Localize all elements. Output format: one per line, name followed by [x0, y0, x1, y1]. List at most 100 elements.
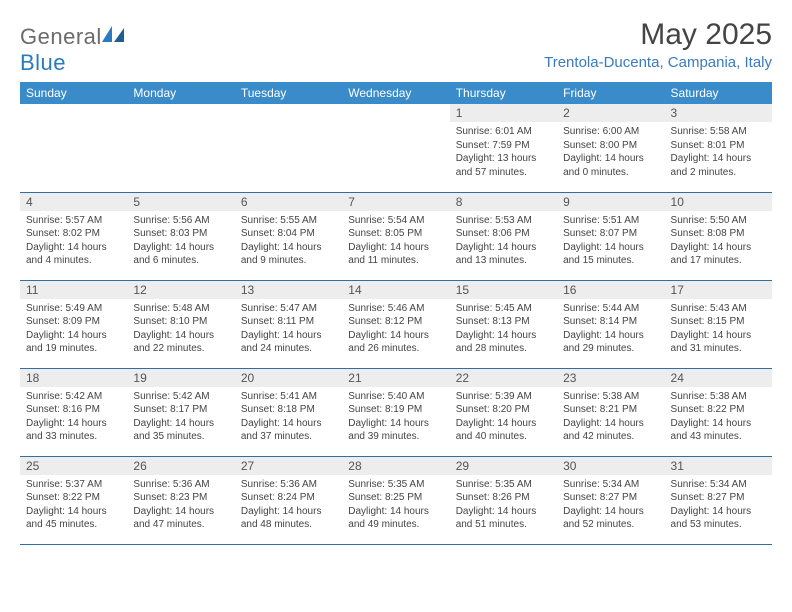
sunrise-line: Sunrise: 5:55 AM [241, 214, 336, 228]
logo-word-2: Blue [20, 50, 66, 75]
sunset-line: Sunset: 8:20 PM [456, 403, 551, 417]
calendar-day-cell: 19Sunrise: 5:42 AMSunset: 8:17 PMDayligh… [127, 368, 234, 456]
daylight-line: Daylight: 14 hours and 43 minutes. [671, 417, 766, 444]
logo-word-1: General [20, 24, 102, 49]
day-number: 26 [127, 457, 234, 475]
day-number: 23 [557, 369, 664, 387]
daylight-line: Daylight: 14 hours and 29 minutes. [563, 329, 658, 356]
calendar-day-cell: 21Sunrise: 5:40 AMSunset: 8:19 PMDayligh… [342, 368, 449, 456]
day-number: 20 [235, 369, 342, 387]
day-number: 9 [557, 193, 664, 211]
dow-sun: Sunday [20, 82, 127, 104]
day-number: 2 [557, 104, 664, 122]
calendar-day-cell: 3Sunrise: 5:58 AMSunset: 8:01 PMDaylight… [665, 104, 772, 192]
daylight-line: Daylight: 14 hours and 22 minutes. [133, 329, 228, 356]
day-content: Sunrise: 5:42 AMSunset: 8:17 PMDaylight:… [127, 387, 234, 450]
location-label: Trentola-Ducenta, Campania, Italy [544, 54, 772, 71]
day-number: 21 [342, 369, 449, 387]
sunrise-line: Sunrise: 5:45 AM [456, 302, 551, 316]
sunset-line: Sunset: 8:27 PM [671, 491, 766, 505]
calendar-day-cell [20, 104, 127, 192]
sunrise-line: Sunrise: 5:39 AM [456, 390, 551, 404]
sunrise-line: Sunrise: 5:53 AM [456, 214, 551, 228]
sunset-line: Sunset: 7:59 PM [456, 139, 551, 153]
calendar-day-cell: 2Sunrise: 6:00 AMSunset: 8:00 PMDaylight… [557, 104, 664, 192]
day-content: Sunrise: 5:34 AMSunset: 8:27 PMDaylight:… [557, 475, 664, 538]
calendar-day-cell: 7Sunrise: 5:54 AMSunset: 8:05 PMDaylight… [342, 192, 449, 280]
day-content: Sunrise: 5:39 AMSunset: 8:20 PMDaylight:… [450, 387, 557, 450]
day-number: 6 [235, 193, 342, 211]
sunset-line: Sunset: 8:06 PM [456, 227, 551, 241]
calendar-day-cell: 17Sunrise: 5:43 AMSunset: 8:15 PMDayligh… [665, 280, 772, 368]
sunset-line: Sunset: 8:25 PM [348, 491, 443, 505]
day-content: Sunrise: 5:55 AMSunset: 8:04 PMDaylight:… [235, 211, 342, 274]
daylight-line: Daylight: 14 hours and 6 minutes. [133, 241, 228, 268]
day-content: Sunrise: 5:49 AMSunset: 8:09 PMDaylight:… [20, 299, 127, 362]
sunrise-line: Sunrise: 5:35 AM [456, 478, 551, 492]
sunset-line: Sunset: 8:21 PM [563, 403, 658, 417]
calendar-week-row: 11Sunrise: 5:49 AMSunset: 8:09 PMDayligh… [20, 280, 772, 368]
calendar-day-cell: 29Sunrise: 5:35 AMSunset: 8:26 PMDayligh… [450, 456, 557, 544]
day-content: Sunrise: 5:54 AMSunset: 8:05 PMDaylight:… [342, 211, 449, 274]
dow-thu: Thursday [450, 82, 557, 104]
calendar-day-cell: 20 Sunrise: 5:41 AMSunset: 8:18 PMDayligh… [235, 368, 342, 456]
sunset-line: Sunset: 8:09 PM [26, 315, 121, 329]
day-content: Sunrise: 5:45 AMSunset: 8:13 PMDaylight:… [450, 299, 557, 362]
sunrise-line: Sunrise: 5:42 AM [133, 390, 228, 404]
day-content: Sunrise: 5:43 AMSunset: 8:15 PMDaylight:… [665, 299, 772, 362]
day-number: 1 [450, 104, 557, 122]
sunrise-line: Sunrise: 5:38 AM [563, 390, 658, 404]
daylight-line: Daylight: 14 hours and 48 minutes. [241, 505, 336, 532]
day-number: 4 [20, 193, 127, 211]
sunrise-line: Sunrise: 5:57 AM [26, 214, 121, 228]
daylight-line: Daylight: 14 hours and 37 minutes. [241, 417, 336, 444]
day-content: Sunrise: 5:36 AMSunset: 8:24 PMDaylight:… [235, 475, 342, 538]
sunset-line: Sunset: 8:24 PM [241, 491, 336, 505]
calendar-week-row: 25Sunrise: 5:37 AMSunset: 8:22 PMDayligh… [20, 456, 772, 544]
day-number: 13 [235, 281, 342, 299]
day-number: 19 [127, 369, 234, 387]
sunset-line: Sunset: 8:10 PM [133, 315, 228, 329]
sunset-line: Sunset: 8:13 PM [456, 315, 551, 329]
header: GeneralBlue May 2025 Trentola-Ducenta, C… [20, 18, 772, 76]
title-block: May 2025 Trentola-Ducenta, Campania, Ita… [544, 18, 772, 71]
daylight-line: Daylight: 14 hours and 52 minutes. [563, 505, 658, 532]
calendar-day-cell: 4Sunrise: 5:57 AMSunset: 8:02 PMDaylight… [20, 192, 127, 280]
sunrise-line: Sunrise: 5:48 AM [133, 302, 228, 316]
sunset-line: Sunset: 8:05 PM [348, 227, 443, 241]
sunset-line: Sunset: 8:23 PM [133, 491, 228, 505]
calendar-day-cell: 5Sunrise: 5:56 AMSunset: 8:03 PMDaylight… [127, 192, 234, 280]
sunset-line: Sunset: 8:04 PM [241, 227, 336, 241]
day-content: Sunrise: 5:56 AMSunset: 8:03 PMDaylight:… [127, 211, 234, 274]
sunrise-line: Sunrise: 6:00 AM [563, 125, 658, 139]
sunset-line: Sunset: 8:22 PM [671, 403, 766, 417]
sunset-line: Sunset: 8:11 PM [241, 315, 336, 329]
sunset-line: Sunset: 8:12 PM [348, 315, 443, 329]
dow-wed: Wednesday [342, 82, 449, 104]
daylight-line: Daylight: 14 hours and 45 minutes. [26, 505, 121, 532]
sunset-line: Sunset: 8:22 PM [26, 491, 121, 505]
calendar-day-cell: 26Sunrise: 5:36 AMSunset: 8:23 PMDayligh… [127, 456, 234, 544]
calendar-day-cell: 22Sunrise: 5:39 AMSunset: 8:20 PMDayligh… [450, 368, 557, 456]
sunset-line: Sunset: 8:03 PM [133, 227, 228, 241]
sunrise-line: Sunrise: 5:41 AM [241, 390, 336, 404]
sunset-line: Sunset: 8:08 PM [671, 227, 766, 241]
calendar-day-cell: 9Sunrise: 5:51 AMSunset: 8:07 PMDaylight… [557, 192, 664, 280]
daylight-line: Daylight: 14 hours and 0 minutes. [563, 152, 658, 179]
day-content: Sunrise: 5:37 AMSunset: 8:22 PMDaylight:… [20, 475, 127, 538]
calendar-day-cell: 28Sunrise: 5:35 AMSunset: 8:25 PMDayligh… [342, 456, 449, 544]
daylight-line: Daylight: 14 hours and 42 minutes. [563, 417, 658, 444]
calendar-day-cell: 11Sunrise: 5:49 AMSunset: 8:09 PMDayligh… [20, 280, 127, 368]
day-number: 27 [235, 457, 342, 475]
sunrise-line: Sunrise: 5:38 AM [671, 390, 766, 404]
calendar-week-row: 1Sunrise: 6:01 AMSunset: 7:59 PMDaylight… [20, 104, 772, 192]
sunset-line: Sunset: 8:18 PM [241, 403, 336, 417]
sunrise-line: Sunrise: 5:34 AM [563, 478, 658, 492]
sunset-line: Sunset: 8:01 PM [671, 139, 766, 153]
day-number: 18 [20, 369, 127, 387]
logo-text: GeneralBlue [20, 24, 124, 76]
calendar-day-cell [235, 104, 342, 192]
day-content: Sunrise: 5:51 AMSunset: 8:07 PMDaylight:… [557, 211, 664, 274]
day-number: 11 [20, 281, 127, 299]
sunrise-line: Sunrise: 5:37 AM [26, 478, 121, 492]
